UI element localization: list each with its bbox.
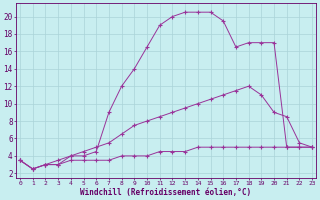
X-axis label: Windchill (Refroidissement éolien,°C): Windchill (Refroidissement éolien,°C) <box>81 188 252 197</box>
